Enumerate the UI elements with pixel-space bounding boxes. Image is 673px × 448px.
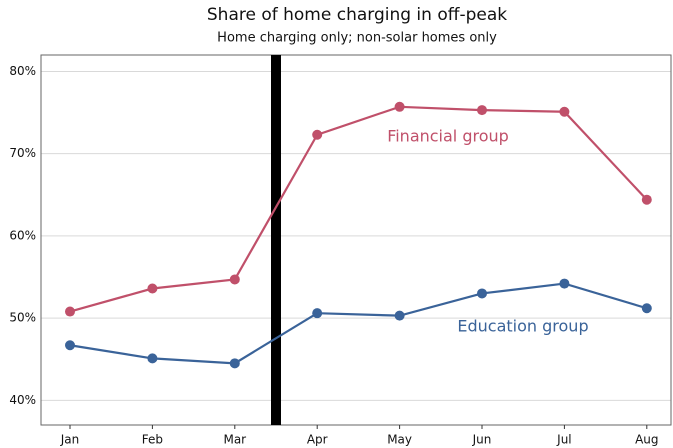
data-point [65, 340, 75, 351]
x-tick-label: Aug [635, 433, 658, 447]
divider [271, 55, 281, 425]
data-point [394, 310, 405, 321]
y-tick-label: 80% [9, 64, 36, 78]
data-point [229, 274, 240, 285]
y-tick-label: 60% [9, 228, 36, 242]
data-point [559, 106, 570, 117]
data-point [229, 358, 240, 369]
series-label: Education group [457, 317, 588, 336]
x-tick-label: Mar [223, 433, 246, 447]
data-point [641, 194, 652, 205]
data-point [641, 303, 652, 314]
x-tick-label: Apr [307, 433, 328, 447]
data-point [477, 105, 487, 116]
y-tick-label: 70% [9, 146, 36, 160]
data-point [147, 353, 158, 364]
x-tick-label: Jan [60, 433, 80, 447]
chart-title: Share of home charging in off-peak [207, 5, 507, 25]
series-line [69, 105, 648, 313]
x-tick-label: Jul [556, 433, 571, 447]
x-tick-label: Jun [472, 433, 492, 447]
data-point [477, 288, 487, 299]
data-point [559, 278, 570, 289]
x-tick-label: Feb [142, 433, 163, 447]
plot-frame [40, 54, 672, 426]
data-point [394, 101, 405, 112]
data-point [147, 283, 158, 294]
x-tick-label: May [387, 433, 412, 447]
y-tick-label: 50% [9, 311, 36, 325]
data-point [312, 308, 323, 319]
series-label: Financial group [387, 127, 509, 146]
y-tick-label: 40% [9, 393, 36, 407]
chart-subtitle: Home charging only; non-solar homes only [217, 31, 497, 46]
series-line [69, 282, 648, 365]
data-point [65, 306, 75, 317]
data-point [312, 129, 323, 140]
